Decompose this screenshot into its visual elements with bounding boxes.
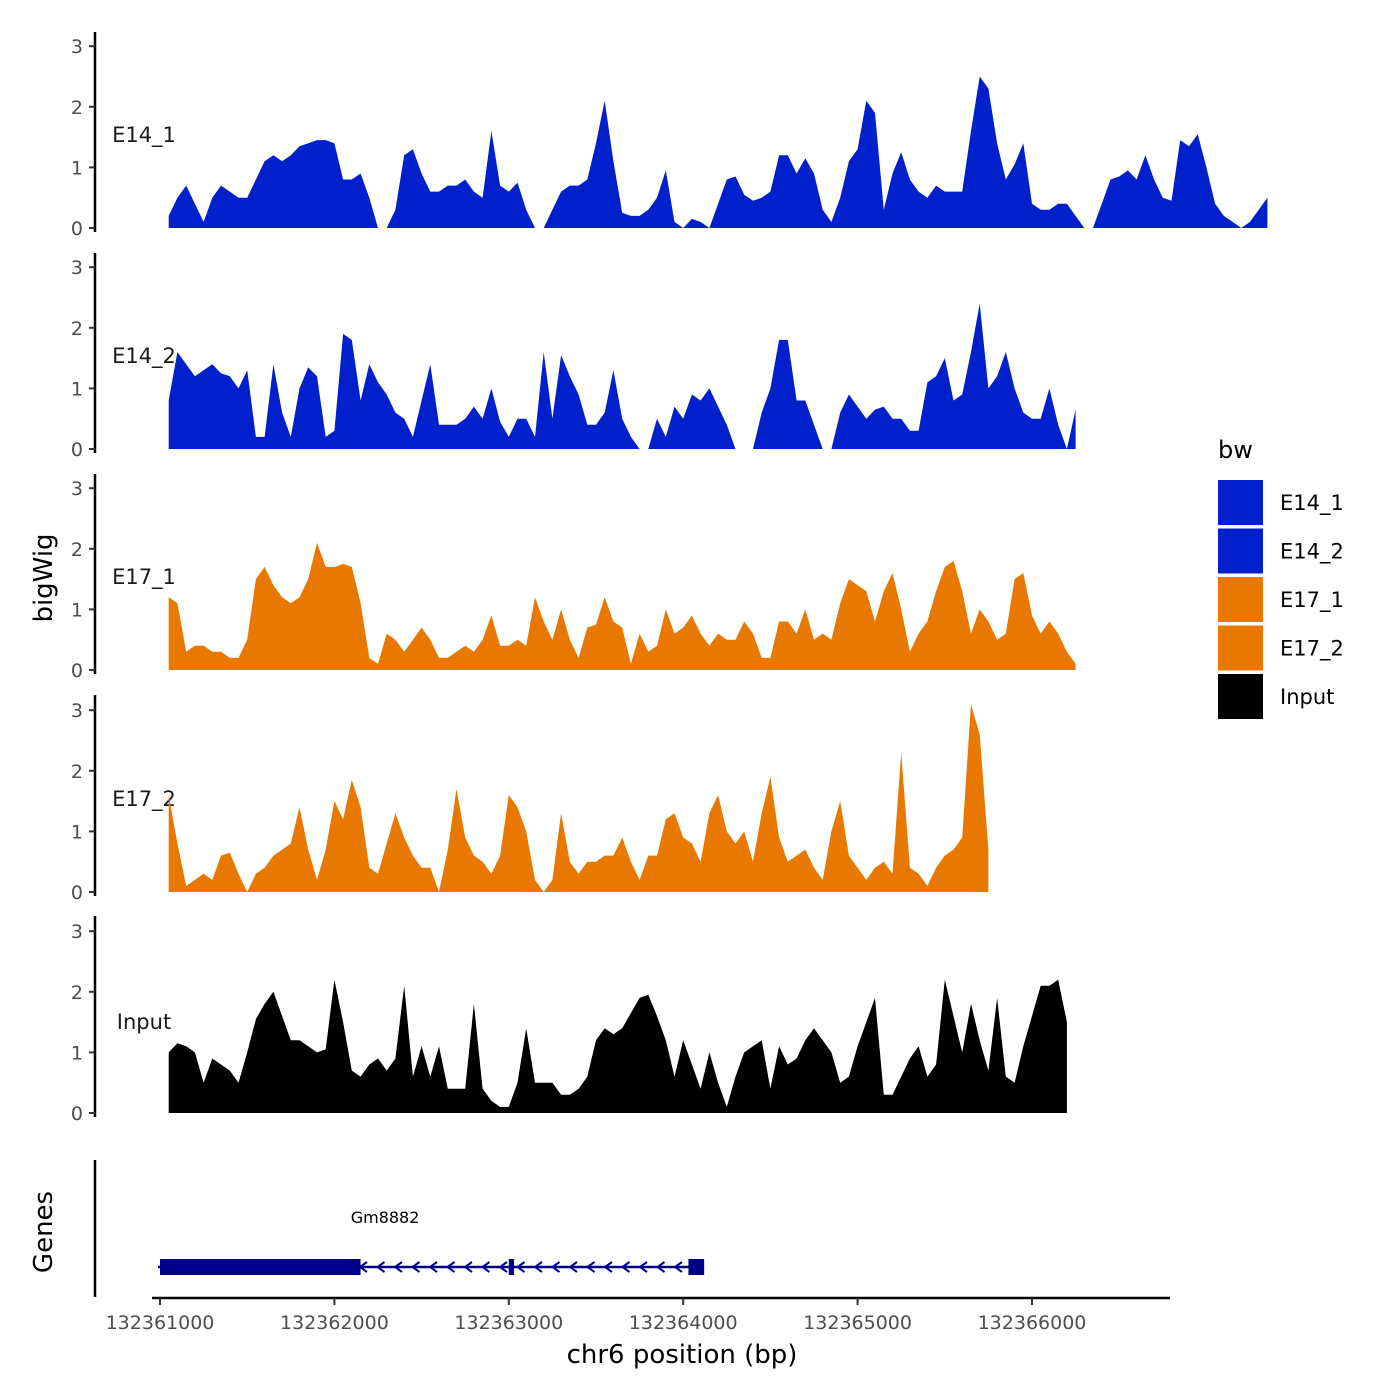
legend-title: bw	[1218, 436, 1253, 464]
y-tick-label: 3	[71, 257, 83, 279]
legend-label: E17_1	[1280, 588, 1344, 613]
track-e17-2: 0 1 2 3 E17_2	[71, 695, 989, 904]
strand-arrow	[533, 1261, 543, 1273]
legend-label: Input	[1280, 685, 1334, 709]
legend-item-input: Input	[1218, 674, 1334, 719]
strand-arrow	[498, 1261, 508, 1273]
y-tick-label: 1	[71, 821, 83, 843]
track-area-e14-1	[168, 76, 1268, 228]
strand-arrow	[428, 1261, 438, 1273]
y-tick-label: 0	[71, 1103, 83, 1125]
strand-arrow	[393, 1261, 403, 1273]
y-tick-label: 2	[71, 761, 83, 783]
track-e14-1: 0 1 2 3 E14_1	[71, 32, 1268, 240]
y-tick-label: 3	[71, 478, 83, 500]
strand-arrow	[515, 1261, 526, 1273]
track-label: E17_1	[112, 565, 176, 590]
y-tick-label: 1	[71, 378, 83, 400]
strand-arrow	[375, 1261, 386, 1273]
y-tick-label: 2	[71, 97, 83, 119]
x-axis-title: chr6 position (bp)	[567, 1340, 798, 1370]
strand-arrow	[480, 1261, 491, 1273]
y-tick-label: 0	[71, 218, 83, 240]
x-tick-label: 132365000	[803, 1312, 912, 1334]
track-label: Input	[117, 1010, 171, 1034]
track-e14-2: 0 1 2 3 E14_2	[71, 253, 1076, 461]
y-tick-label: 0	[71, 882, 83, 904]
legend-swatch	[1218, 674, 1263, 719]
strand-arrow	[410, 1261, 421, 1273]
x-tick-label: 132366000	[978, 1312, 1087, 1334]
track-label: E14_1	[112, 123, 176, 148]
legend-label: E14_2	[1280, 540, 1344, 565]
y-tick-label: 0	[71, 439, 83, 461]
legend: bw E14_1 E14_2 E17_1 E17_2 Input	[1218, 436, 1344, 719]
y-tick-label: 3	[71, 36, 83, 58]
signal-tracks: 0 1 2 3 E14_1 0 1 2 3 E14_2 0 1 2 3 E17_1 0 1 2 3 E17_2 0 1 2 3…	[71, 32, 1268, 1125]
legend-swatch	[1218, 528, 1263, 574]
legend-label: E14_1	[1280, 491, 1344, 516]
y-tick-label: 2	[71, 318, 83, 340]
strand-arrow	[603, 1261, 613, 1273]
y-tick-label: 0	[71, 660, 83, 682]
strand-arrow	[568, 1261, 578, 1273]
x-tick-label: 132364000	[629, 1312, 738, 1334]
gene-exon	[160, 1259, 361, 1275]
strand-arrow	[463, 1261, 473, 1273]
strand-arrow	[585, 1261, 596, 1273]
y-tick-label: 2	[71, 539, 83, 561]
track-area-input	[168, 979, 1067, 1113]
legend-swatch	[1218, 625, 1263, 671]
x-axis: 132361000 132362000 132363000 132364000 1323…	[106, 1296, 1170, 1334]
strand-arrow	[445, 1261, 456, 1273]
gene-exon	[688, 1259, 705, 1275]
gene-gm8882: Gm8882	[158, 1208, 705, 1275]
track-e17-1: 0 1 2 3 E17_1	[71, 474, 1076, 682]
legend-item-e14-2: E14_2	[1218, 528, 1344, 574]
x-tick-label: 132361000	[106, 1312, 215, 1334]
genes-track-title: Genes	[29, 1191, 59, 1273]
legend-item-e17-1: E17_1	[1218, 577, 1344, 622]
y-axis-title: bigWig	[29, 533, 59, 622]
strand-arrow	[638, 1261, 648, 1273]
genes-track: Gm8882	[93, 1160, 705, 1297]
x-tick-label: 132362000	[280, 1312, 389, 1334]
strand-arrow	[620, 1261, 631, 1273]
gene-label: Gm8882	[351, 1208, 420, 1227]
legend-item-e17-2: E17_2	[1218, 625, 1344, 671]
strand-arrow	[673, 1261, 683, 1273]
track-area-e14-2	[168, 303, 1076, 449]
strand-arrow	[655, 1261, 666, 1273]
legend-swatch	[1218, 480, 1263, 525]
track-input: 0 1 2 3 Input	[71, 916, 1067, 1125]
legend-swatch	[1218, 577, 1263, 622]
track-area-e17-1	[168, 542, 1076, 670]
y-tick-label: 1	[71, 157, 83, 179]
y-tick-label: 3	[71, 700, 83, 722]
track-label: E17_2	[112, 787, 176, 812]
x-tick-label: 132363000	[454, 1312, 563, 1334]
y-tick-label: 3	[71, 921, 83, 943]
track-label: E14_2	[112, 344, 176, 369]
gene-exon	[508, 1259, 515, 1275]
legend-item-e14-1: E14_1	[1218, 480, 1344, 525]
y-tick-label: 1	[71, 599, 83, 621]
strand-arrow	[550, 1261, 561, 1273]
legend-label: E17_2	[1280, 637, 1344, 662]
track-area-e17-2	[168, 704, 989, 892]
y-tick-label: 2	[71, 982, 83, 1004]
y-tick-label: 1	[71, 1042, 83, 1064]
